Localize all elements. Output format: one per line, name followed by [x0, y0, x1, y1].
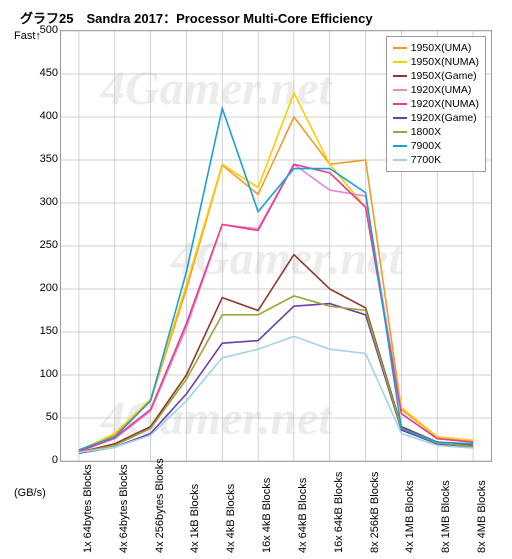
xtick-label: 4x 1MB Blocks: [404, 480, 416, 553]
legend-label: 7700K: [411, 153, 441, 167]
ytick-label: 250: [40, 239, 58, 251]
ytick-label: 350: [40, 153, 58, 165]
legend-label: 1800X: [411, 125, 441, 139]
legend-label: 1950X(Game): [411, 69, 477, 83]
x-axis-unit: (GB/s): [14, 487, 46, 499]
ytick-label: 300: [40, 196, 58, 208]
xtick-label: 16x 4kB Blocks: [261, 478, 273, 553]
legend-swatch: [393, 89, 407, 91]
legend-swatch: [393, 61, 407, 63]
xtick-label: 1x 64bytes Blocks: [82, 464, 94, 553]
y-axis-label: Fast↑: [14, 30, 41, 42]
legend-swatch: [393, 131, 407, 133]
legend-item: 1920X(NUMA): [393, 97, 479, 111]
xtick-label: 8x 1MB Blocks: [440, 480, 452, 553]
legend-label: 1920X(UMA): [411, 83, 472, 97]
xtick-label: 4x 4kB Blocks: [225, 484, 237, 553]
legend-item: 1950X(UMA): [393, 41, 479, 55]
legend-item: 1950X(Game): [393, 69, 479, 83]
legend-item: 1920X(Game): [393, 111, 479, 125]
xtick-label: 4x 64kB Blocks: [297, 478, 309, 553]
ytick-label: 200: [40, 282, 58, 294]
legend-item: 1800X: [393, 125, 479, 139]
legend-swatch: [393, 47, 407, 49]
legend-swatch: [393, 117, 407, 119]
legend-item: 7900X: [393, 139, 479, 153]
legend-swatch: [393, 75, 407, 77]
xtick-label: 4x 1kB Blocks: [189, 484, 201, 553]
ytick-label: 0: [52, 454, 58, 466]
xtick-label: 8x 256kB Blocks: [369, 472, 381, 553]
legend-label: 1920X(Game): [411, 111, 477, 125]
legend-label: 1950X(UMA): [411, 41, 472, 55]
legend-item: 1950X(NUMA): [393, 55, 479, 69]
xtick-label: 4x 64bytes Blocks: [118, 464, 130, 553]
legend-label: 7900X: [411, 139, 441, 153]
chart-container: グラフ25 Sandra 2017：Processor Multi-Core E…: [0, 0, 512, 559]
legend-swatch: [393, 145, 407, 147]
ytick-label: 150: [40, 325, 58, 337]
legend-swatch: [393, 159, 407, 161]
chart-title: グラフ25 Sandra 2017：Processor Multi-Core E…: [20, 8, 373, 27]
ytick-label: 50: [46, 411, 58, 423]
ytick-label: 100: [40, 368, 58, 380]
xtick-label: 4x 256bytes Blocks: [154, 458, 166, 553]
legend-label: 1920X(NUMA): [411, 97, 479, 111]
ytick-label: 450: [40, 67, 58, 79]
xtick-label: 8x 4MB Blocks: [476, 480, 488, 553]
legend-item: 1920X(UMA): [393, 83, 479, 97]
legend-swatch: [393, 103, 407, 105]
xtick-label: 16x 64kB Blocks: [333, 472, 345, 553]
ytick-label: 500: [40, 24, 58, 36]
legend: 1950X(UMA)1950X(NUMA)1950X(Game)1920X(UM…: [386, 36, 486, 172]
legend-label: 1950X(NUMA): [411, 55, 479, 69]
legend-item: 7700K: [393, 153, 479, 167]
ytick-label: 400: [40, 110, 58, 122]
